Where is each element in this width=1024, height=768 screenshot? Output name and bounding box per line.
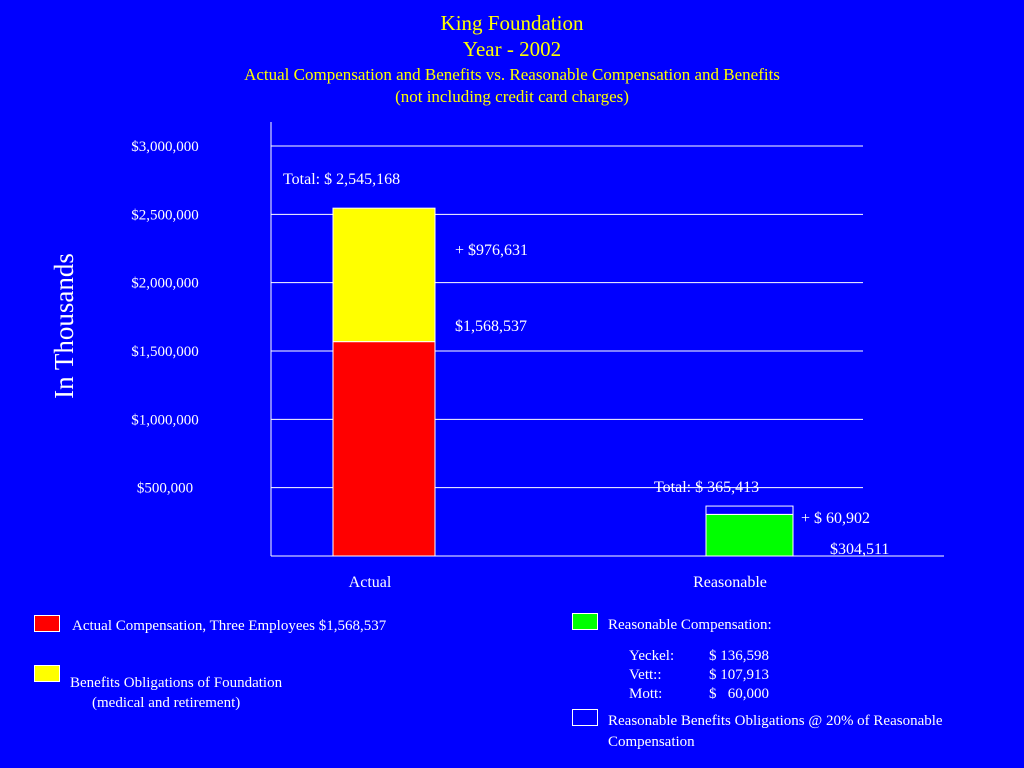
- legend-label-benefits-obligations-note: (medical and retirement): [92, 695, 241, 711]
- chart-title: King Foundation: [440, 11, 584, 35]
- bar-segment: [332, 207, 436, 343]
- legend-swatch-actual-compensation: [34, 615, 60, 632]
- bar-segment-label: $304,511: [830, 541, 889, 558]
- bar-total-label: Total: $ 2,545,168: [283, 171, 400, 188]
- legend-label-reasonable-benefits-cont: Compensation: [608, 734, 695, 750]
- bar-segment-label: + $ 60,902: [801, 510, 870, 527]
- legend-label-reasonable-compensation: Reasonable Compensation:: [608, 617, 772, 633]
- reasonable-compensation-name: Yeckel:: [629, 648, 675, 664]
- y-tick-label: $2,500,000: [131, 207, 199, 223]
- bar-segment-label: + $976,631: [455, 242, 528, 259]
- y-tick-label: $3,000,000: [131, 139, 199, 155]
- bar-segment: [705, 513, 794, 557]
- legend-label-reasonable-benefits: Reasonable Benefits Obligations @ 20% of…: [608, 713, 943, 729]
- legend-label-benefits-obligations: Benefits Obligations of Foundation: [70, 675, 283, 691]
- y-axis-title: In Thousands: [49, 253, 79, 399]
- x-tick-label: Reasonable: [693, 574, 767, 591]
- chart-note: (not including credit card charges): [395, 87, 629, 106]
- x-tick-label: Actual: [349, 574, 392, 591]
- bar-segment-label: $1,568,537: [455, 318, 527, 335]
- y-tick-label: $1,500,000: [131, 344, 199, 360]
- y-tick-label: $1,000,000: [131, 412, 199, 428]
- reasonable-compensation-amount: $ 136,598: [709, 648, 769, 664]
- bar-total-label: Total: $ 365,413: [654, 479, 759, 496]
- reasonable-compensation-name: Mott:: [629, 686, 663, 702]
- chart-subtitle: Year - 2002: [462, 37, 562, 61]
- chart-heading: Actual Compensation and Benefits vs. Rea…: [244, 65, 780, 84]
- legend-label-actual-compensation: Actual Compensation, Three Employees $1,…: [72, 618, 387, 634]
- legend-swatch-benefits-obligations: [34, 665, 60, 682]
- legend-swatch-reasonable-benefits: [572, 709, 598, 726]
- legend-swatch-reasonable-compensation: [572, 613, 598, 630]
- reasonable-compensation-name: Vett::: [629, 667, 662, 683]
- y-tick-label: $2,000,000: [131, 276, 199, 292]
- bar-segment: [705, 505, 794, 515]
- y-tick-label: $500,000: [137, 481, 193, 497]
- title-block: King Foundation Year - 2002 Actual Compe…: [0, 10, 1024, 108]
- reasonable-compensation-amount: $ 60,000: [709, 686, 769, 702]
- reasonable-compensation-amount: $ 107,913: [709, 667, 769, 683]
- bar-segment: [332, 341, 436, 557]
